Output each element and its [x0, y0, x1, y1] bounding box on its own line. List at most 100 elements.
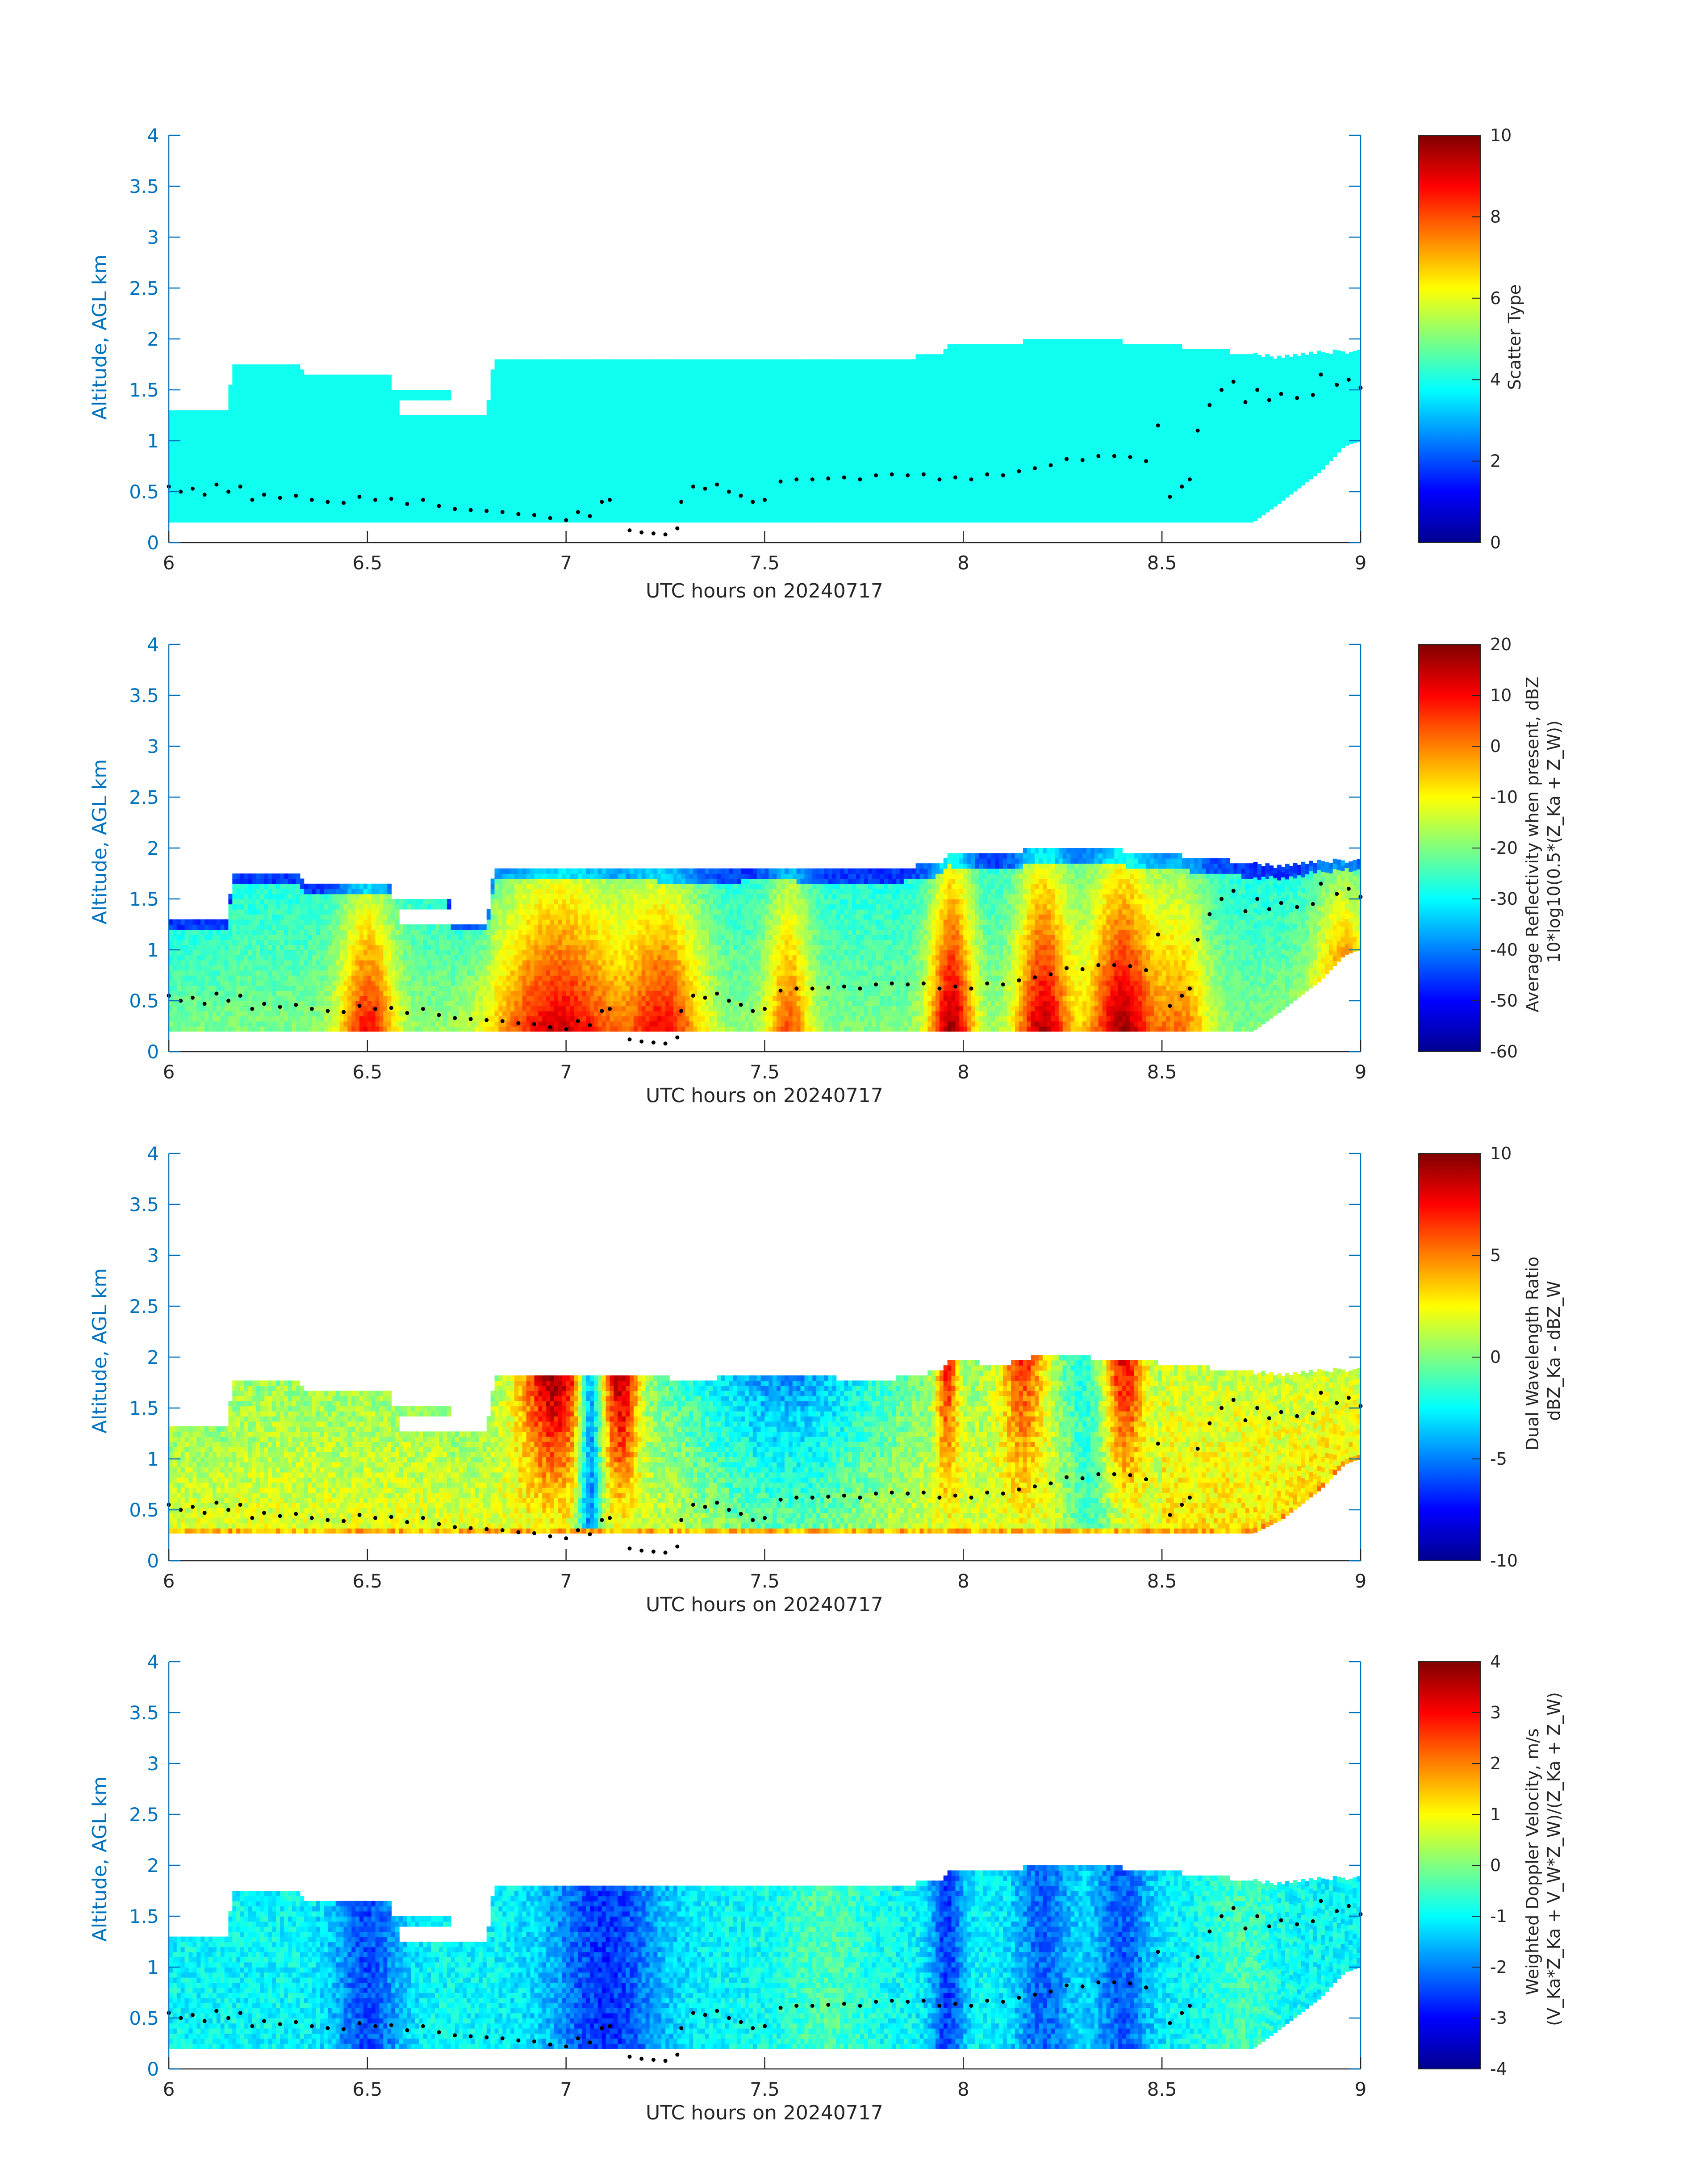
heatmap-cell	[593, 359, 598, 365]
heatmap-cell	[737, 400, 741, 405]
heatmap-cell	[618, 400, 622, 405]
heatmap-cell	[546, 420, 551, 426]
heatmap-cell	[399, 425, 404, 431]
heatmap-cell	[459, 497, 464, 502]
heatmap-cell	[268, 501, 273, 507]
heatmap-cell	[697, 420, 702, 426]
heatmap-cell	[669, 507, 674, 513]
heatmap-cell	[502, 405, 507, 411]
heatmap-cell	[661, 492, 666, 497]
heatmap-cell	[455, 492, 459, 497]
heatmap-cell	[300, 456, 305, 462]
heatmap-cell	[359, 497, 364, 502]
heatmap-cell	[205, 456, 209, 462]
heatmap-cell	[387, 471, 392, 477]
heatmap-cell	[582, 517, 586, 523]
heatmap-cell	[693, 507, 698, 513]
heatmap-cell	[240, 364, 245, 370]
heatmap-cell	[518, 400, 523, 405]
heatmap-cell	[618, 501, 622, 507]
heatmap-cell	[637, 420, 642, 426]
heatmap-cell	[407, 415, 412, 421]
heatmap-cell	[748, 400, 753, 405]
heatmap-cell	[411, 497, 416, 502]
heatmap-cell	[463, 461, 468, 467]
heatmap-cell	[637, 390, 642, 396]
heatmap-cell	[844, 507, 849, 513]
heatmap-cell	[641, 507, 646, 513]
heatmap-cell	[800, 471, 805, 477]
heatmap-cell	[792, 492, 797, 497]
heatmap-cell	[614, 517, 618, 523]
heatmap-cell	[176, 441, 181, 447]
heatmap-cell	[343, 517, 348, 523]
heatmap-cell	[582, 492, 586, 497]
heatmap-cell	[800, 466, 805, 472]
heatmap-cell	[359, 380, 364, 385]
heatmap-cell	[796, 384, 801, 390]
heatmap-cell	[256, 369, 261, 375]
heatmap-cell	[701, 466, 706, 472]
heatmap-cell	[637, 446, 642, 451]
heatmap-cell	[451, 441, 455, 447]
heatmap-cell	[764, 415, 769, 421]
heatmap-cell	[677, 420, 682, 426]
panel-2-colorbar-label: Average Reflectivity when present, dBZ 1…	[1523, 671, 1564, 1012]
heatmap-cell	[347, 451, 352, 456]
heatmap-cell	[777, 364, 781, 370]
heatmap-cell	[252, 507, 257, 513]
heatmap-cell	[200, 501, 205, 507]
heatmap-cell	[542, 390, 547, 396]
heatmap-cell	[630, 517, 634, 523]
heatmap-cell	[478, 461, 483, 467]
heatmap-cell	[641, 501, 646, 507]
heatmap-cell	[578, 512, 583, 518]
heatmap-cell	[506, 364, 511, 370]
heatmap-cell	[756, 512, 761, 518]
heatmap-cell	[788, 369, 793, 375]
heatmap-cell	[196, 476, 201, 482]
heatmap-cell	[641, 451, 646, 456]
heatmap-cell	[471, 461, 475, 467]
heatmap-cell	[689, 384, 694, 390]
heatmap-cell	[681, 461, 686, 467]
heatmap-cell	[300, 400, 305, 405]
heatmap-cell	[224, 430, 229, 436]
heatmap-cell	[169, 501, 173, 507]
heatmap-cell	[188, 492, 193, 497]
heatmap-cell	[721, 507, 726, 513]
heatmap-cell	[395, 471, 400, 477]
heatmap-cell	[546, 410, 551, 416]
heatmap-cell	[530, 415, 535, 421]
heatmap-cell	[351, 430, 356, 436]
heatmap-cell	[331, 384, 336, 390]
heatmap-cell	[729, 410, 734, 416]
heatmap-cell	[209, 415, 213, 421]
heatmap-cell	[614, 507, 618, 513]
heatmap-cell	[768, 507, 773, 513]
heatmap-cell	[737, 384, 741, 390]
heatmap-cell	[498, 359, 503, 365]
heatmap-cell	[804, 400, 809, 405]
heatmap-cell	[467, 415, 471, 421]
heatmap-cell	[661, 466, 666, 472]
heatmap-cell	[590, 466, 594, 472]
heatmap-cell	[812, 380, 817, 385]
heatmap-cell	[828, 390, 833, 396]
heatmap-cell	[522, 486, 527, 492]
heatmap-cell	[752, 425, 757, 431]
heatmap-cell	[391, 400, 396, 405]
panel-2-x-axis-label: UTC hours on 20240717	[646, 1084, 883, 1107]
heatmap-cell	[363, 476, 368, 482]
heatmap-cell	[725, 384, 730, 390]
heatmap-cell	[614, 466, 618, 472]
heatmap-cell	[431, 420, 435, 426]
heatmap-cell	[367, 405, 372, 411]
heatmap-cell	[546, 364, 551, 370]
heatmap-cell	[764, 380, 769, 385]
heatmap-cell	[188, 425, 193, 431]
heatmap-cell	[355, 471, 360, 477]
heatmap-cell	[816, 451, 821, 456]
heatmap-cell	[280, 481, 284, 487]
heatmap-cell	[351, 410, 356, 416]
